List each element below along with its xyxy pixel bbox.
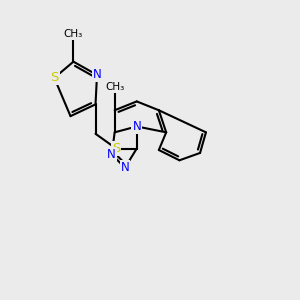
Text: N: N	[93, 68, 101, 81]
Text: N: N	[107, 148, 116, 161]
Text: CH₃: CH₃	[64, 29, 83, 39]
Text: CH₃: CH₃	[105, 82, 124, 92]
Text: S: S	[112, 142, 120, 155]
Text: N: N	[121, 161, 129, 174]
Text: N: N	[132, 120, 141, 133]
Text: S: S	[50, 71, 58, 84]
